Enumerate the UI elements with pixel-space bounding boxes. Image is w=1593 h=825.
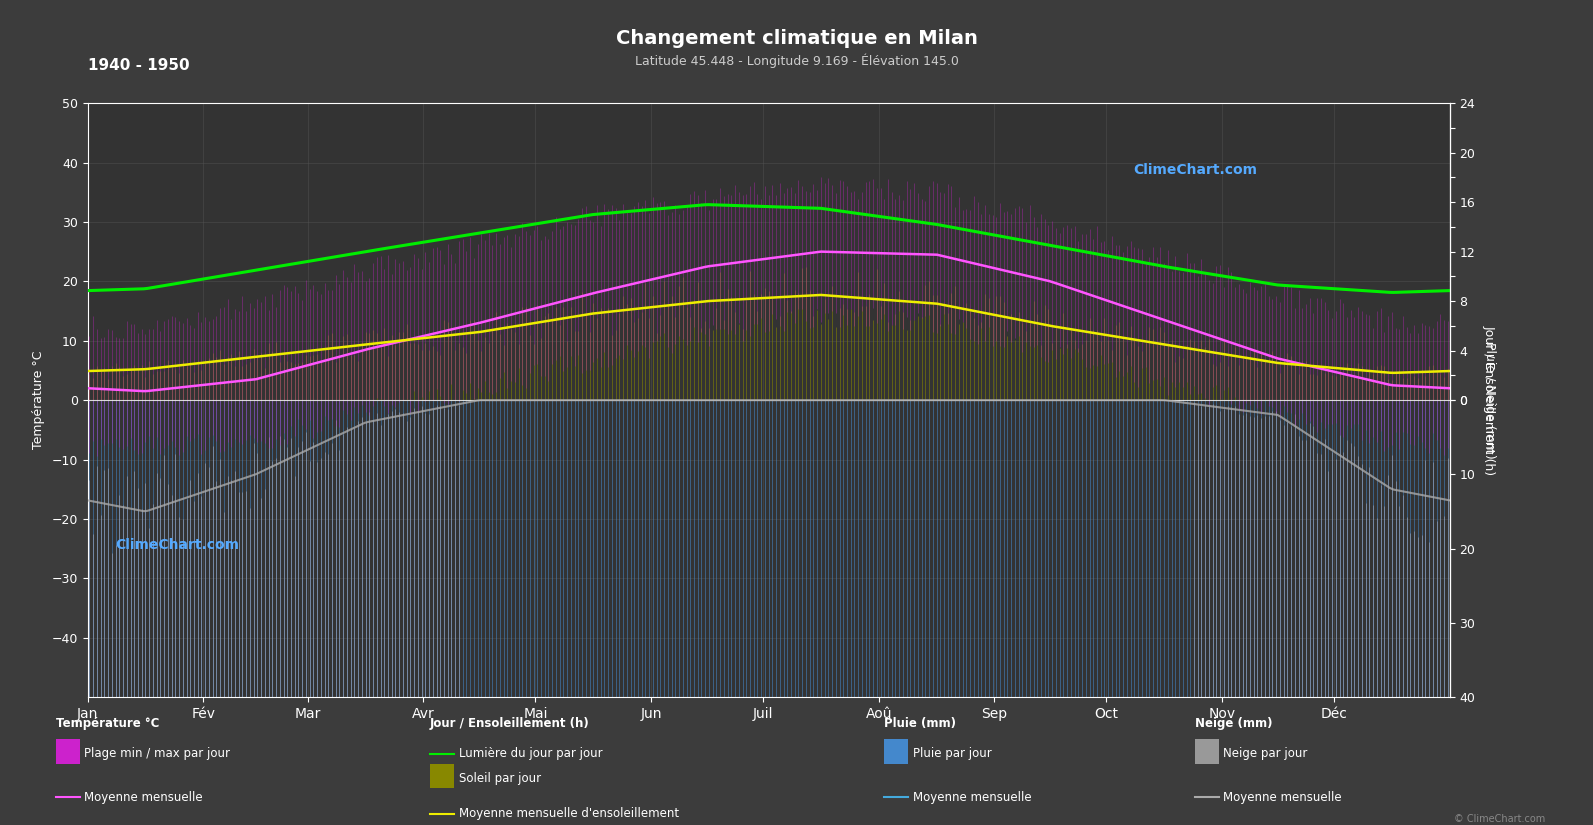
Bar [56,739,80,764]
Text: Moyenne mensuelle d'ensoleillement: Moyenne mensuelle d'ensoleillement [459,808,679,820]
Text: Changement climatique en Milan: Changement climatique en Milan [615,29,978,48]
Text: Moyenne mensuelle: Moyenne mensuelle [1223,790,1341,804]
Text: Soleil par jour: Soleil par jour [459,771,542,785]
Y-axis label: Pluie / Neige (mm): Pluie / Neige (mm) [1483,342,1496,459]
Text: Jour / Ensoleillement (h): Jour / Ensoleillement (h) [430,717,589,730]
Text: Moyenne mensuelle: Moyenne mensuelle [913,790,1031,804]
Text: 1940 - 1950: 1940 - 1950 [88,58,190,73]
Text: Plage min / max par jour: Plage min / max par jour [84,747,231,760]
Bar [884,739,908,764]
Text: Pluie par jour: Pluie par jour [913,747,991,760]
Text: Lumière du jour par jour: Lumière du jour par jour [459,747,602,760]
Text: Moyenne mensuelle: Moyenne mensuelle [84,790,202,804]
Y-axis label: Jour / Ensoleillement (h): Jour / Ensoleillement (h) [1483,325,1496,475]
Text: © ClimeChart.com: © ClimeChart.com [1454,814,1545,824]
Text: Température °C: Température °C [56,717,159,730]
Text: Neige (mm): Neige (mm) [1195,717,1273,730]
Text: Pluie (mm): Pluie (mm) [884,717,956,730]
Text: ClimeChart.com: ClimeChart.com [115,538,239,552]
Y-axis label: Température °C: Température °C [32,351,45,450]
Bar [430,764,454,788]
Text: Latitude 45.448 - Longitude 9.169 - Élévation 145.0: Latitude 45.448 - Longitude 9.169 - Élév… [634,54,959,68]
Text: ClimeChart.com: ClimeChart.com [1133,163,1257,177]
Text: Neige par jour: Neige par jour [1223,747,1308,760]
Bar [1195,739,1219,764]
